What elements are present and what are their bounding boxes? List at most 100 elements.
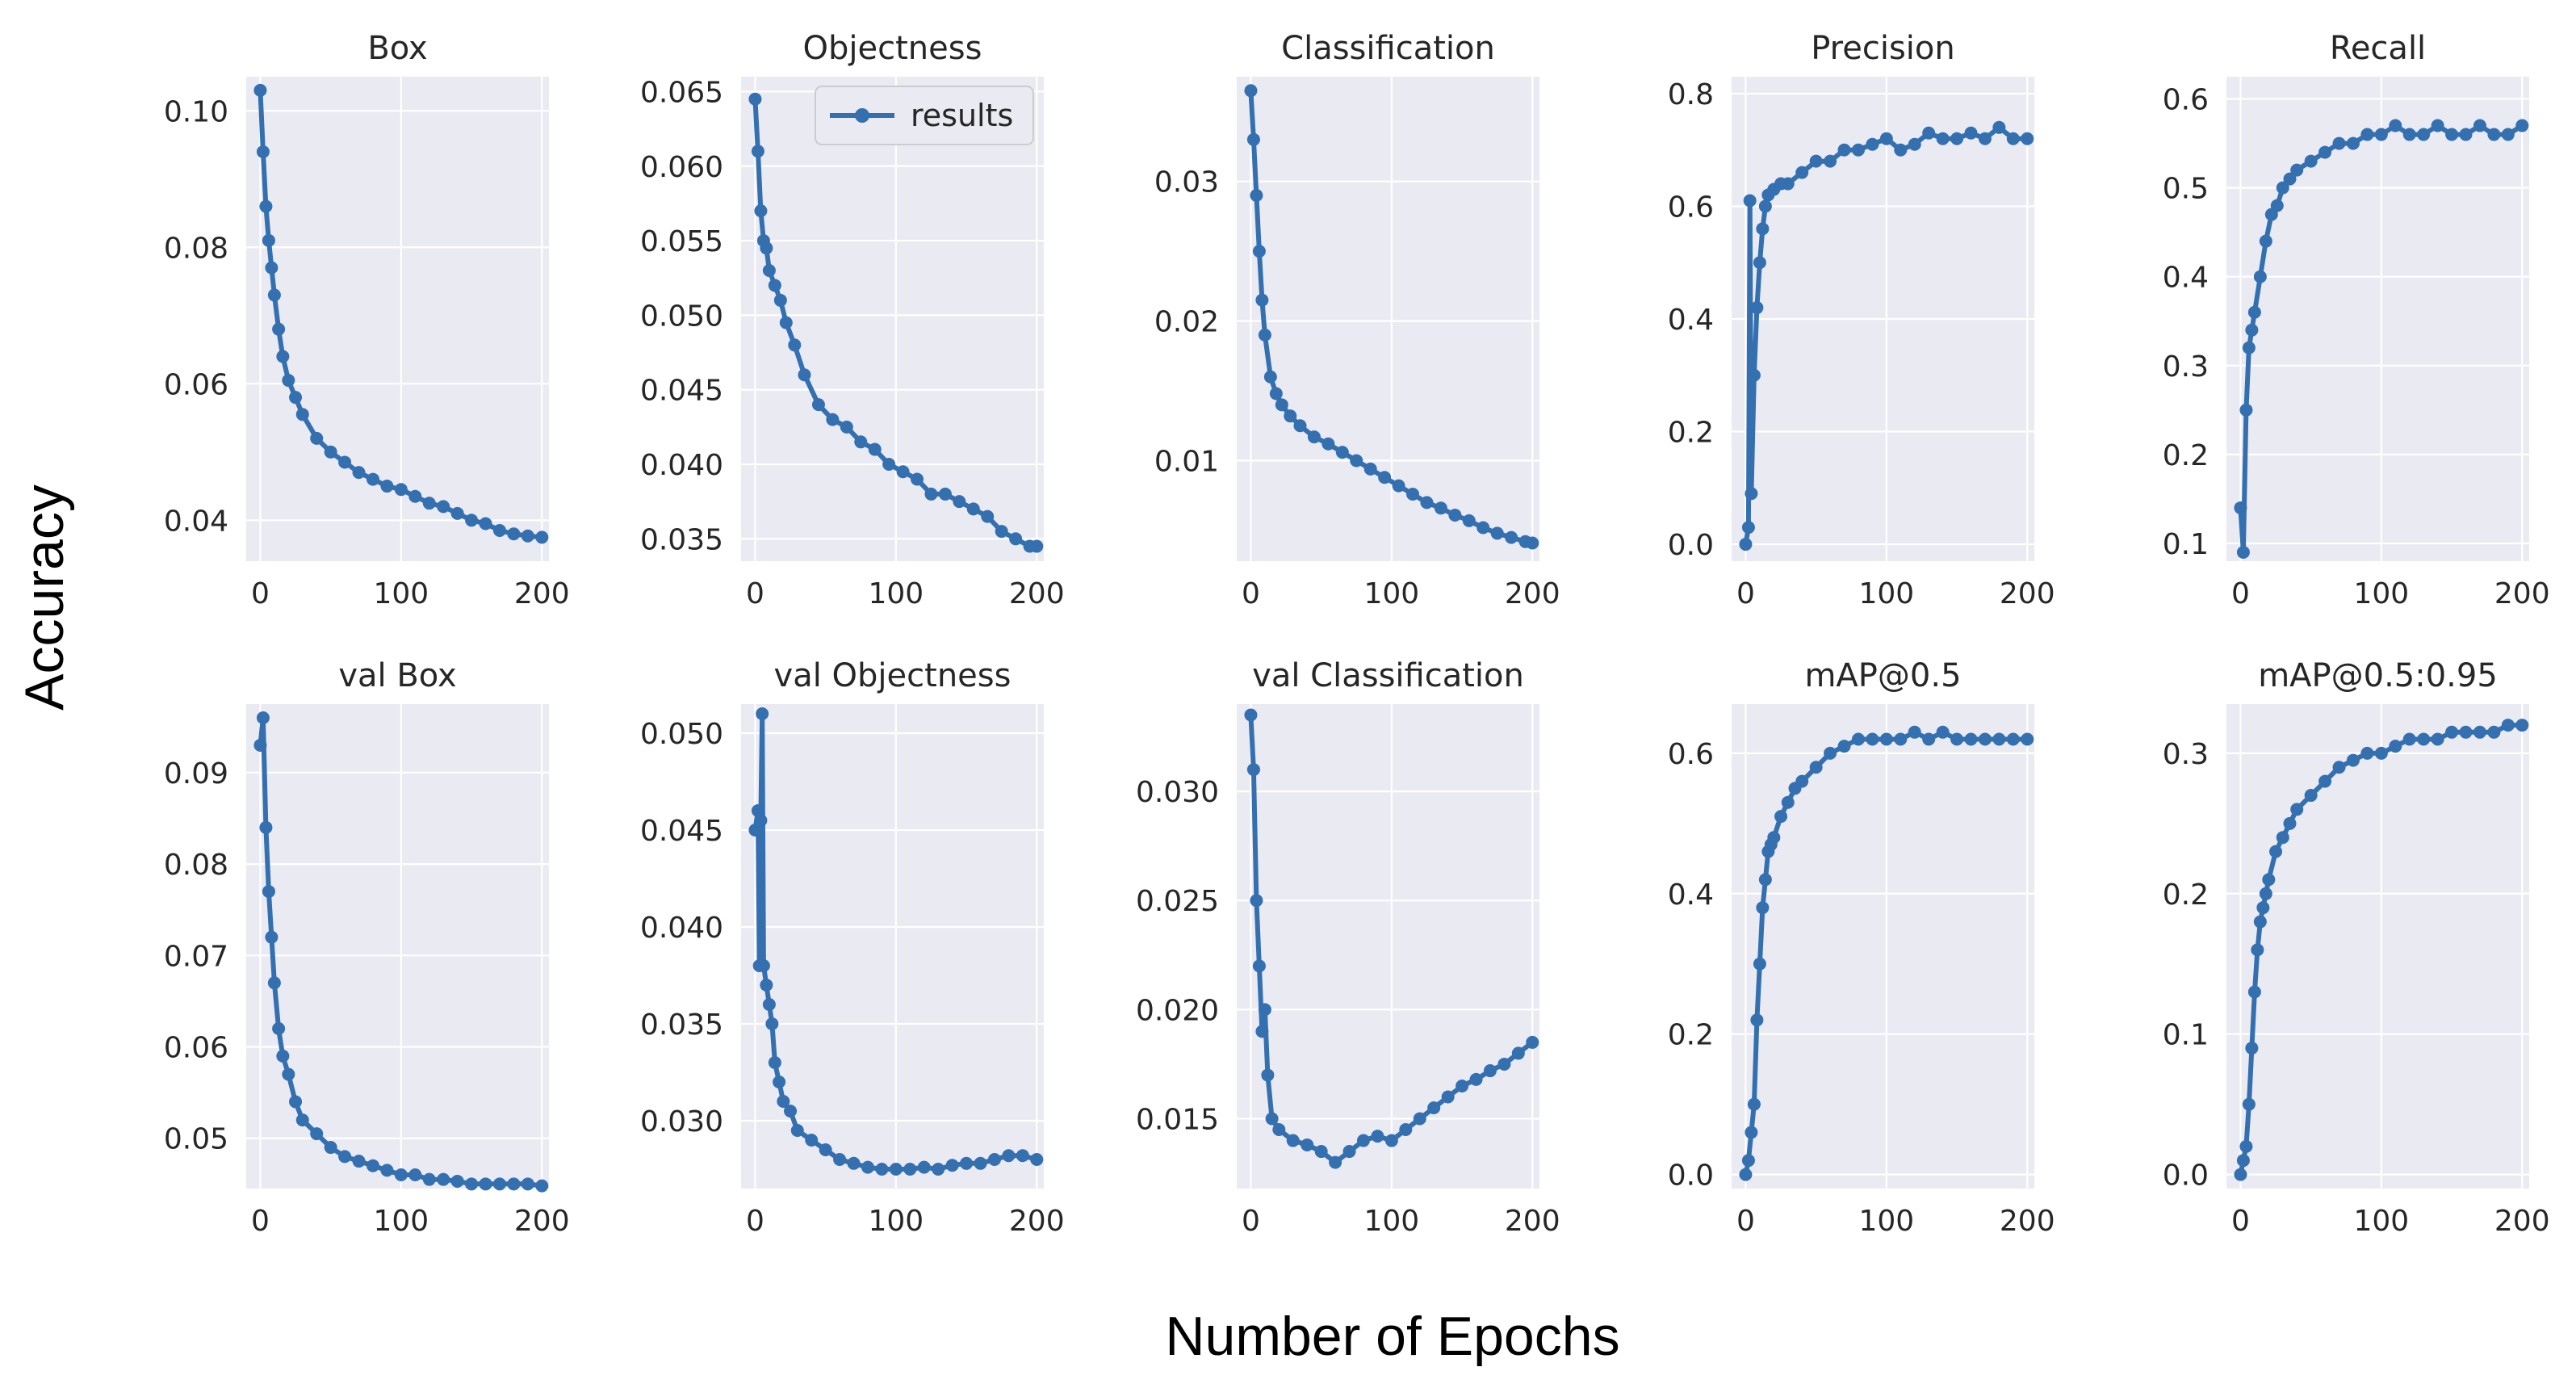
data-point — [1002, 1149, 1016, 1163]
subplot-title: Precision — [1811, 30, 1954, 67]
data-point — [253, 83, 267, 97]
data-point — [324, 1141, 337, 1155]
data-point — [1244, 84, 1258, 98]
data-point — [768, 279, 781, 292]
data-point — [265, 930, 279, 944]
data-point — [2239, 1139, 2253, 1153]
x-tick-label: 200 — [1009, 577, 1065, 610]
data-point — [1244, 708, 1258, 722]
data-point — [437, 500, 450, 514]
data-point — [366, 1159, 379, 1172]
x-tick-label: 100 — [1859, 577, 1915, 610]
data-point — [366, 472, 379, 486]
data-point — [2276, 831, 2289, 845]
data-point — [833, 1153, 847, 1166]
data-point — [917, 1160, 931, 1174]
data-point — [521, 529, 534, 543]
data-point — [2417, 128, 2431, 141]
data-point — [1866, 732, 1879, 746]
y-tick-label: 0.07 — [164, 940, 228, 973]
series-line — [1248, 88, 1535, 546]
data-point — [276, 1049, 290, 1063]
data-point — [1462, 514, 1476, 527]
data-point — [282, 374, 295, 388]
y-tick-label: 0.3 — [2163, 738, 2209, 771]
data-point — [2473, 725, 2486, 739]
data-point — [798, 368, 811, 382]
data-point — [768, 1056, 781, 1069]
data-point — [1756, 222, 1770, 236]
data-point — [756, 707, 769, 720]
data-point — [924, 487, 938, 501]
y-tick-label: 0.050 — [640, 300, 723, 333]
y-tick-label: 0.2 — [1668, 417, 1714, 450]
plot-area — [1237, 77, 1539, 561]
y-tick-label: 0.03 — [1154, 166, 1219, 199]
x-tick-label: 100 — [1364, 577, 1420, 610]
data-point — [1795, 774, 1809, 788]
data-point — [1741, 521, 1755, 535]
x-tick-label: 0 — [1736, 1205, 1755, 1238]
y-tick-label: 0.020 — [1136, 994, 1219, 1027]
data-point — [408, 489, 422, 503]
y-tick-label: 0.035 — [640, 523, 723, 556]
data-point — [1745, 487, 1758, 501]
data-point — [1741, 1154, 1755, 1168]
plot-area — [246, 77, 549, 561]
data-point — [295, 408, 309, 421]
data-point — [773, 1076, 786, 1088]
data-point — [932, 1163, 945, 1176]
data-point — [265, 261, 279, 275]
data-point — [2318, 774, 2332, 788]
data-point — [295, 1113, 309, 1127]
data-point — [253, 738, 267, 752]
x-tick-label: 100 — [1859, 1205, 1915, 1238]
subplot-val-classification: 0 100 200 0.015 0.020 0.025 0.030 val Classific… — [1136, 657, 1560, 1238]
data-point — [1448, 508, 1462, 522]
data-point — [1922, 126, 1936, 140]
data-point — [960, 1156, 974, 1170]
data-point — [811, 398, 825, 412]
data-point — [1356, 1134, 1370, 1147]
data-point — [762, 264, 776, 277]
plot-area — [741, 77, 1044, 561]
data-point — [1950, 732, 1964, 746]
data-point — [1750, 1013, 1764, 1027]
data-point — [394, 483, 408, 497]
data-point — [2006, 132, 2020, 145]
data-point — [751, 145, 764, 158]
data-point — [1526, 1035, 1539, 1049]
data-point — [310, 431, 324, 445]
data-point — [2259, 887, 2272, 900]
data-point — [966, 502, 980, 516]
x-tick-label: 200 — [1009, 1205, 1065, 1238]
data-point — [259, 199, 273, 213]
y-tick-label: 0.1 — [2163, 528, 2209, 561]
data-point — [2247, 985, 2261, 999]
data-point — [945, 1159, 959, 1172]
y-tick-label: 0.0 — [2163, 1159, 2209, 1193]
data-point — [773, 293, 787, 307]
y-tick-label: 0.2 — [1668, 1019, 1714, 1052]
data-point — [479, 1177, 492, 1191]
data-point — [2445, 725, 2459, 739]
data-point — [1314, 1145, 1328, 1159]
x-tick-label: 200 — [2000, 1205, 2055, 1238]
data-point — [2402, 128, 2416, 141]
data-point — [1265, 1112, 1279, 1126]
data-point — [1441, 1090, 1455, 1104]
data-point — [324, 445, 337, 459]
x-tick-label: 0 — [2231, 577, 2250, 610]
subplot-title: val Box — [338, 657, 456, 694]
x-tick-label: 200 — [1505, 577, 1560, 610]
data-point — [1894, 143, 1908, 157]
data-point — [1293, 419, 1307, 433]
x-tick-label: 100 — [2354, 577, 2410, 610]
data-point — [2515, 119, 2529, 132]
data-point — [2487, 725, 2501, 739]
y-tick-label: 0.08 — [164, 232, 228, 265]
x-tick-label: 0 — [1242, 1205, 1260, 1238]
y-tick-label: 0.2 — [2163, 439, 2209, 472]
data-point — [2283, 816, 2297, 830]
